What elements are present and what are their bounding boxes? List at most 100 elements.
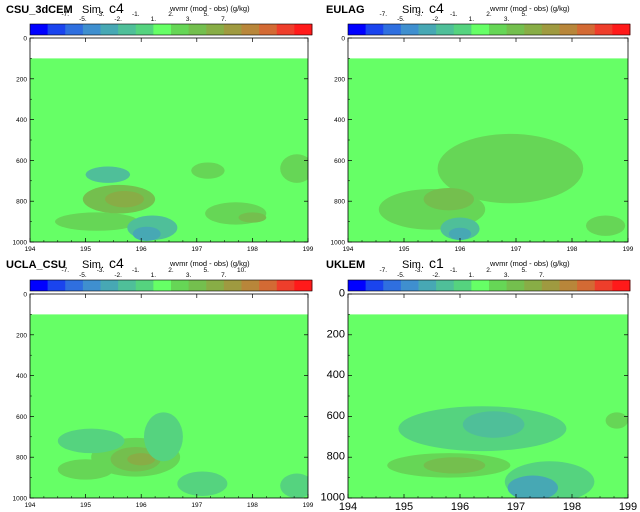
colorbar-tick-label: 2. [486, 267, 492, 274]
contour-region [238, 212, 267, 223]
y-tick-label: 1000 [331, 240, 346, 247]
contour-region [586, 215, 626, 236]
x-tick-label: 199 [303, 246, 314, 253]
panel-title: UCLA_CSU [6, 259, 66, 271]
colorbar-segment [524, 280, 543, 291]
x-tick-label: 194 [343, 246, 354, 253]
y-tick-label: 800 [334, 199, 345, 206]
colorbar-segment [612, 280, 631, 291]
colorbar-segment [489, 280, 508, 291]
y-tick-label: 400 [327, 369, 345, 381]
colorbar-segment [223, 24, 242, 35]
colorbar-segment [348, 280, 367, 291]
colorbar-tick-label: 7. [221, 272, 227, 279]
colorbar-segment [453, 24, 472, 35]
contour-layer [55, 154, 308, 241]
x-tick-label: 198 [567, 246, 578, 253]
colorbar-segment [365, 24, 384, 35]
colorbar-tick-label: 10. [237, 267, 246, 274]
colorbar-segment [30, 24, 49, 35]
x-tick-label: 195 [80, 502, 91, 509]
colorbar-segment [577, 24, 596, 35]
y-tick-label: 200 [16, 76, 27, 83]
colorbar-frame [347, 23, 631, 36]
colorbar-tick-label: 1. [469, 272, 475, 279]
colorbar-segment [400, 24, 419, 35]
colorbar-segment [577, 280, 596, 291]
colorbar-tick-label: 7. [539, 272, 545, 279]
colorbar-segment [612, 24, 631, 35]
contour-region [132, 226, 161, 241]
colorbar-segment [541, 24, 560, 35]
colorbar-segment [153, 280, 172, 291]
colorbar-segment [223, 280, 242, 291]
x-tick-label: 199 [619, 501, 637, 512]
y-tick-label: 600 [16, 414, 27, 421]
colorbar-tick-label: 1. [469, 16, 475, 23]
colorbar-tick-label: 5. [522, 11, 528, 18]
colorbar-segment [259, 24, 278, 35]
colorbar-segment [153, 24, 172, 35]
colorbar-tick-label: 7. [221, 16, 227, 23]
colorbar-tick-label: 3. [504, 272, 510, 279]
contour-region [191, 162, 225, 179]
x-tick-label: 195 [399, 246, 410, 253]
colorbar-segment [471, 24, 490, 35]
colorbar-segment [135, 280, 154, 291]
colorbar-segment [241, 280, 260, 291]
sim-prefix: Sim. [82, 259, 104, 271]
contour-region [280, 473, 308, 498]
colorbar-tick-label: -2. [432, 16, 440, 23]
panel-title: EULAG [326, 4, 365, 16]
y-tick-label: 0 [339, 288, 345, 300]
contour-region [605, 412, 628, 429]
colorbar-tick-label: -5. [397, 16, 405, 23]
contour-region [85, 166, 131, 183]
x-tick-label: 198 [563, 501, 581, 512]
panel-uklem: UKLEM Sim. c1 wvmr (mod - obs) (g/kg) -7. -5.… [321, 255, 638, 512]
colorbar-tick-label: -2. [114, 272, 122, 279]
colorbar-tick-label: 2. [168, 11, 174, 18]
contour-layer [387, 406, 628, 498]
colorbar-segment [100, 280, 119, 291]
colorbar-tick-label: -5. [79, 272, 87, 279]
x-tick-label: 197 [507, 501, 525, 512]
panel-title: UKLEM [326, 259, 365, 271]
colorbar-tick-label: 1. [151, 16, 157, 23]
sim-prefix: Sim. [402, 259, 424, 271]
colorbar-label: wvmr (mod - obs) (g/kg) [169, 259, 250, 268]
contour-region [448, 227, 472, 240]
colorbar-tick-label: 5. [204, 267, 210, 274]
contour-region [57, 428, 125, 454]
x-tick-label: 196 [455, 246, 466, 253]
colorbar-segment [489, 24, 508, 35]
y-tick-label: 600 [334, 158, 345, 165]
colorbar-tick-label: -1. [450, 11, 458, 18]
x-tick-label: 195 [395, 501, 413, 512]
contour-region [423, 457, 486, 474]
colorbar-segment [418, 280, 437, 291]
colorbar-segment [294, 280, 313, 291]
y-tick-label: 200 [334, 76, 345, 83]
colorbar-tick-label: -3. [415, 11, 423, 18]
sim-label: c1 [429, 255, 444, 271]
colorbar-tick-label: -7. [61, 267, 69, 274]
colorbar-tick-label: -1. [132, 267, 140, 274]
colorbar-tick-label: -5. [79, 16, 87, 23]
colorbar-segment [241, 24, 260, 35]
colorbar-segment [453, 280, 472, 291]
panel-ucla-csu: UCLA_CSU Sim. c4 wvmr (mod - obs) (g/kg) -7.… [6, 255, 314, 509]
y-tick-label: 0 [23, 36, 27, 43]
y-tick-label: 200 [16, 332, 27, 339]
colorbar-segment [276, 24, 295, 35]
x-tick-label: 197 [191, 246, 202, 253]
colorbar-segment [594, 280, 613, 291]
contour-region [280, 154, 308, 183]
colorbar-segment [206, 24, 225, 35]
x-tick-label: 198 [247, 502, 258, 509]
colorbar-segment [82, 24, 101, 35]
x-tick-label: 197 [191, 502, 202, 509]
colorbar-segment [171, 280, 190, 291]
contour-layer [378, 133, 626, 240]
x-tick-label: 199 [623, 246, 634, 253]
